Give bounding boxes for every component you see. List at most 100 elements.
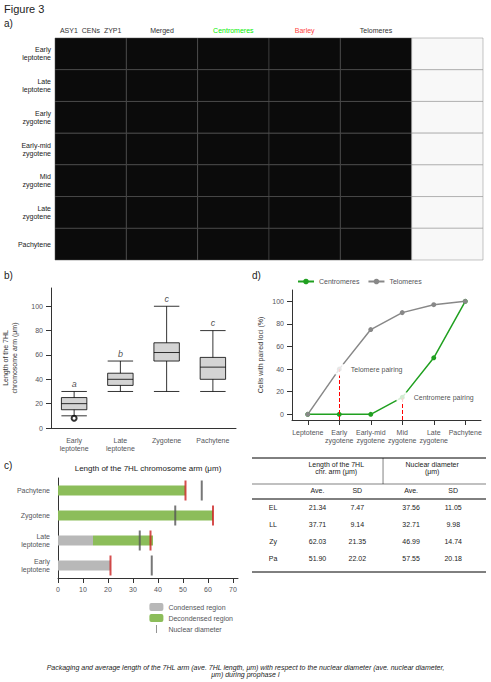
svg-text:Pachytene: Pachytene <box>18 241 51 249</box>
svg-text:Centromere pairing: Centromere pairing <box>414 394 474 402</box>
svg-text:leptotene: leptotene <box>21 541 50 549</box>
svg-text:LL: LL <box>269 521 277 528</box>
svg-text:Early: Early <box>66 437 82 445</box>
svg-text:ASY1 CENs ZYP1: ASY1 CENs ZYP1 <box>60 27 122 34</box>
svg-text:zygotene: zygotene <box>357 437 386 445</box>
svg-text:100: 100 <box>272 298 284 305</box>
svg-text:zygotene: zygotene <box>325 437 354 445</box>
svg-text:60: 60 <box>204 586 212 593</box>
svg-text:100: 100 <box>31 303 43 310</box>
svg-text:zygotene: zygotene <box>23 213 52 221</box>
svg-text:Zygotene: Zygotene <box>21 512 50 520</box>
svg-text:Late: Late <box>427 429 441 436</box>
svg-text:14.74: 14.74 <box>444 538 462 545</box>
svg-text:d): d) <box>252 270 261 281</box>
svg-text:70: 70 <box>229 586 237 593</box>
svg-text:Pa: Pa <box>269 555 278 562</box>
svg-text:Pachytene: Pachytene <box>449 429 482 437</box>
svg-text:21.35: 21.35 <box>349 538 367 545</box>
svg-text:Leptotene: Leptotene <box>292 429 323 437</box>
svg-text:Ave.: Ave. <box>311 487 325 494</box>
svg-text:Mid: Mid <box>397 429 408 436</box>
svg-text:b: b <box>118 349 123 359</box>
svg-text:Pachytene: Pachytene <box>17 487 50 495</box>
svg-text:Late: Late <box>36 533 50 540</box>
svg-text:40: 40 <box>276 366 284 373</box>
svg-text:9.98: 9.98 <box>446 521 460 528</box>
svg-text:Telomeres: Telomeres <box>360 27 393 34</box>
svg-text:chr. arm (μm): chr. arm (μm) <box>315 468 357 476</box>
svg-text:Telomere pairing: Telomere pairing <box>351 366 403 374</box>
svg-text:37.56: 37.56 <box>402 504 420 511</box>
svg-text:20: 20 <box>104 586 112 593</box>
svg-text:Late: Late <box>37 205 51 212</box>
svg-text:60: 60 <box>35 351 43 358</box>
svg-text:51.90: 51.90 <box>309 555 327 562</box>
svg-text:Length of the 7HL chromosome a: Length of the 7HL chromosome arm (μm) <box>75 464 222 473</box>
svg-text:a: a <box>72 379 77 389</box>
svg-text:Late: Late <box>37 78 51 85</box>
svg-text:leptotene: leptotene <box>21 566 50 574</box>
svg-text:Cells with paired loci (%): Cells with paired loci (%) <box>257 317 265 394</box>
svg-text:20: 20 <box>35 400 43 407</box>
svg-text:80: 80 <box>35 327 43 334</box>
svg-text:0: 0 <box>39 425 43 432</box>
svg-text:Early-mid: Early-mid <box>21 142 51 150</box>
svg-text:c: c <box>164 294 169 304</box>
svg-text:60: 60 <box>276 343 284 350</box>
svg-text:22.02: 22.02 <box>349 555 367 562</box>
svg-text:Early: Early <box>331 429 347 437</box>
svg-text:Barley: Barley <box>295 27 315 35</box>
svg-text:50: 50 <box>179 586 187 593</box>
svg-text:46.99: 46.99 <box>402 538 420 545</box>
svg-text:Zygotene: Zygotene <box>152 437 181 445</box>
svg-text:Nuclear diameter: Nuclear diameter <box>406 461 460 468</box>
svg-text:leptotene: leptotene <box>22 86 51 94</box>
svg-text:Centromeres: Centromeres <box>319 278 360 285</box>
svg-text:9.14: 9.14 <box>350 521 364 528</box>
svg-text:57.55: 57.55 <box>402 555 420 562</box>
svg-text:Length of the 7HL: Length of the 7HL <box>2 330 10 386</box>
svg-text:Centromeres: Centromeres <box>213 27 254 34</box>
svg-text:80: 80 <box>276 320 284 327</box>
svg-text:(μm): (μm) <box>425 468 440 476</box>
svg-text:21.34: 21.34 <box>309 504 327 511</box>
svg-text:zygotene: zygotene <box>420 437 449 445</box>
svg-text:40: 40 <box>35 376 43 383</box>
svg-text:62.03: 62.03 <box>309 538 327 545</box>
svg-text:SD: SD <box>352 487 362 494</box>
svg-text:zygotene: zygotene <box>23 118 52 126</box>
svg-text:Early: Early <box>35 46 51 54</box>
svg-text:Condensed region: Condensed region <box>168 604 225 612</box>
svg-text:37.71: 37.71 <box>309 521 327 528</box>
svg-text:0: 0 <box>280 411 284 418</box>
svg-text:chromosome arm (μm): chromosome arm (μm) <box>11 323 19 394</box>
svg-text:leptotene: leptotene <box>60 445 89 453</box>
svg-text:leptotene: leptotene <box>106 445 135 453</box>
svg-text:10: 10 <box>79 586 87 593</box>
svg-text:Ave.: Ave. <box>404 487 418 494</box>
svg-text:zygotene: zygotene <box>23 150 52 158</box>
svg-text:Mid: Mid <box>40 173 51 180</box>
svg-text:7.47: 7.47 <box>350 504 364 511</box>
svg-text:0: 0 <box>56 586 60 593</box>
svg-text:Early: Early <box>34 558 50 566</box>
svg-text:Early: Early <box>35 110 51 118</box>
svg-text:EL: EL <box>269 504 278 511</box>
svg-text:20: 20 <box>276 388 284 395</box>
svg-text:zygotene: zygotene <box>388 437 417 445</box>
svg-text:32.71: 32.71 <box>402 521 420 528</box>
svg-text:c): c) <box>4 460 12 471</box>
svg-text:30: 30 <box>129 586 137 593</box>
svg-text:Early-mid: Early-mid <box>356 429 386 437</box>
svg-text:b): b) <box>4 270 13 281</box>
svg-text:SD: SD <box>448 487 458 494</box>
svg-text:40: 40 <box>154 586 162 593</box>
svg-text:Nuclear diameter: Nuclear diameter <box>168 626 222 633</box>
svg-text:Pachytene: Pachytene <box>196 437 229 445</box>
svg-text:Zy: Zy <box>269 538 277 546</box>
svg-text:c: c <box>211 318 216 328</box>
svg-text:Figure 3: Figure 3 <box>4 3 44 15</box>
svg-text:zygotene: zygotene <box>23 181 52 189</box>
svg-text:Telomeres: Telomeres <box>389 278 422 285</box>
